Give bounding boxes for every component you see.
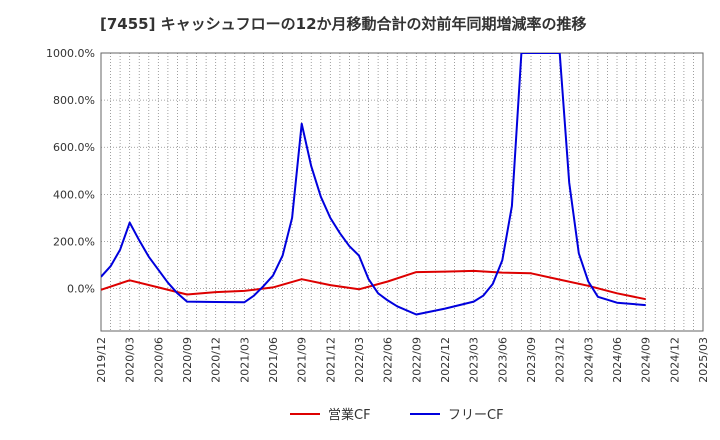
x-tick-label: 2021/06	[267, 337, 280, 383]
y-tick-label: 800.0%	[53, 94, 95, 107]
x-tick-label: 2022/09	[410, 337, 423, 383]
y-tick-label: 1000.0%	[46, 47, 95, 60]
series-line-1	[101, 53, 646, 316]
x-tick-label: 2021/03	[238, 337, 251, 383]
grid	[101, 53, 703, 331]
y-tick-label: 600.0%	[53, 141, 95, 154]
x-tick-label: 2021/12	[324, 337, 337, 383]
y-tick-label: 0.0%	[67, 283, 95, 296]
legend-label-0: 営業CF	[328, 407, 371, 423]
x-tick-label: 2023/03	[468, 337, 481, 383]
x-tick-label: 2022/12	[439, 337, 452, 383]
y-tick-label: 200.0%	[53, 235, 95, 248]
x-tick-label: 2024/12	[668, 337, 681, 383]
x-tick-label: 2022/03	[353, 337, 366, 383]
x-tick-label: 2020/03	[124, 337, 137, 383]
x-tick-label: 2022/06	[382, 337, 395, 383]
x-tick-label: 2020/06	[152, 337, 165, 383]
x-tick-label: 2023/12	[554, 337, 567, 383]
x-tick-label: 2023/09	[525, 337, 538, 383]
x-tick-label: 2024/09	[640, 337, 653, 383]
x-tick-label: 2024/06	[611, 337, 624, 383]
y-tick-label: 400.0%	[53, 188, 95, 201]
x-tick-label: 2024/03	[582, 337, 595, 383]
legend-label-1: フリーCF	[448, 408, 504, 423]
x-tick-label: 2025/03	[697, 337, 710, 383]
x-tick-label: 2020/09	[181, 337, 194, 383]
series-group	[101, 53, 646, 316]
x-tick-label: 2021/09	[296, 337, 309, 383]
y-axis: 0.0% 200.0% 400.0% 600.0% 800.0% 1000.0%	[46, 47, 95, 296]
x-tick-label: 2020/12	[210, 337, 223, 383]
chart-title: [7455] キャッシュフローの12か月移動合計の対前年同期増減率の推移	[100, 15, 587, 33]
plot-frame	[100, 52, 704, 332]
x-tick-label: 2023/06	[496, 337, 509, 383]
legend: 営業CF フリーCF	[290, 407, 504, 423]
x-axis: 2019/12 2020/03 2020/06 2020/09 2020/12 2021/…	[95, 337, 710, 383]
x-tick-label: 2019/12	[95, 337, 108, 383]
